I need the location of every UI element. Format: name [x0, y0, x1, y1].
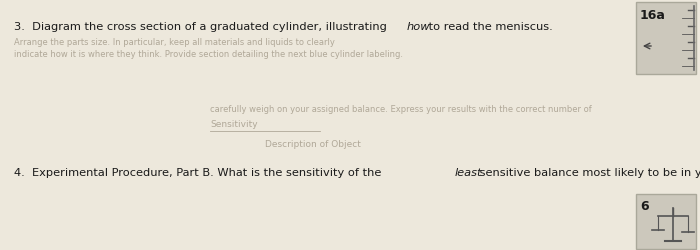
Text: to read the meniscus.: to read the meniscus. [425, 22, 553, 32]
Text: 6: 6 [640, 199, 649, 212]
Bar [636, 3, 696, 75]
Text: how: how [407, 22, 430, 32]
Text: least: least [455, 167, 482, 177]
Bar [636, 194, 696, 249]
Text: sensitive balance most likely to be in your laboratory?: sensitive balance most likely to be in y… [476, 167, 700, 177]
Text: 16a: 16a [640, 9, 666, 22]
Text: 4.  Experimental Procedure, Part B. What is the sensitivity of the: 4. Experimental Procedure, Part B. What … [14, 167, 385, 177]
Text: Sensitivity: Sensitivity [210, 120, 258, 128]
Text: Description of Object: Description of Object [265, 140, 361, 148]
Text: carefully weigh on your assigned balance. Express your results with the correct : carefully weigh on your assigned balance… [210, 104, 592, 114]
Text: indicate how it is where they think. Provide section detailing the next blue cyl: indicate how it is where they think. Pro… [14, 50, 403, 59]
Text: Arrange the parts size. In particular, keep all materials and liquids to clearly: Arrange the parts size. In particular, k… [14, 38, 335, 47]
Text: 3.  Diagram the cross section of a graduated cylinder, illustrating: 3. Diagram the cross section of a gradua… [14, 22, 391, 32]
